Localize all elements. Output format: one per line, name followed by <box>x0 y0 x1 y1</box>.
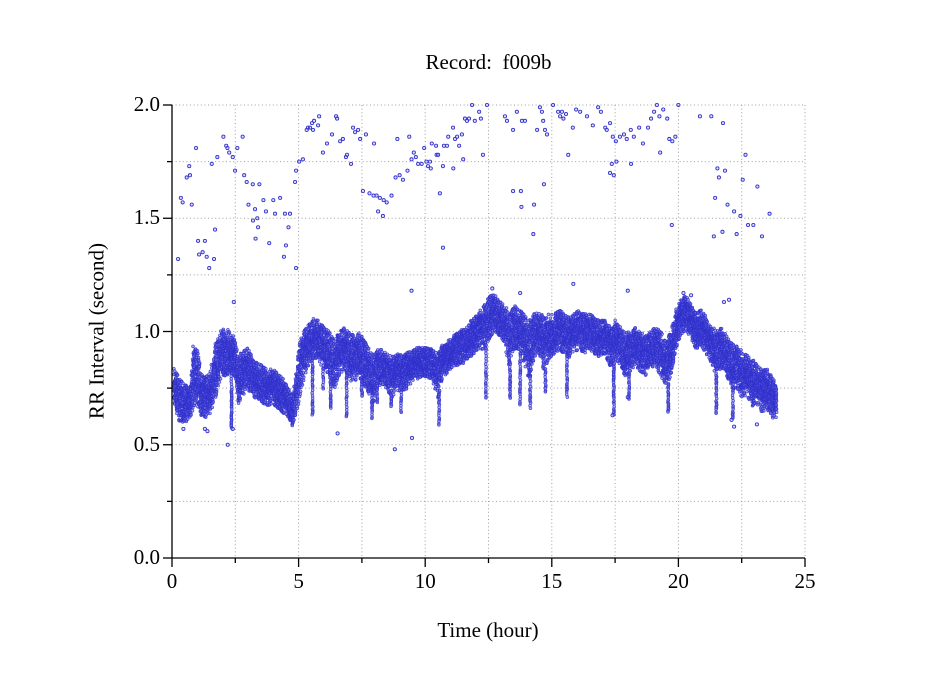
x-tick-label: 20 <box>667 569 689 593</box>
y-tick-label: 1.5 <box>133 205 160 230</box>
x-tick-label: 5 <box>293 569 304 593</box>
x-tick-label: 15 <box>541 569 563 593</box>
x-tick-label: 0 <box>166 569 178 593</box>
x-tick-label: 10 <box>414 569 436 593</box>
y-tick-label: 0.0 <box>133 545 160 569</box>
x-axis-label: Time (hour) <box>437 618 539 642</box>
y-tick-label: 1.0 <box>133 318 160 343</box>
y-tick-label: 0.5 <box>133 431 160 456</box>
x-tick-label: 25 <box>794 569 816 593</box>
y-tick-label: 2.0 <box>133 92 160 116</box>
y-axis-label: RR Interval (second) <box>84 242 109 420</box>
